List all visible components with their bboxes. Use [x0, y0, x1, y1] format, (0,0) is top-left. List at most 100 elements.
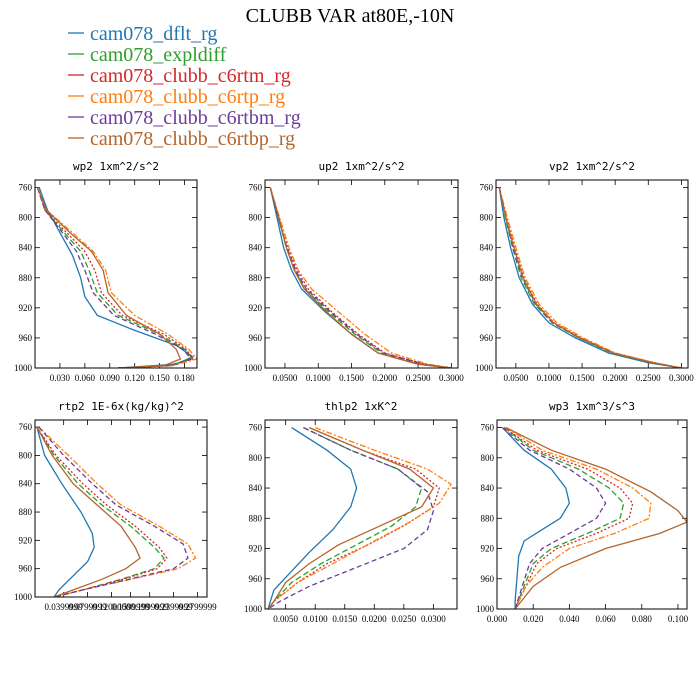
x-tick-label: 0.0399999 [45, 602, 84, 612]
y-tick-label: 800 [480, 213, 494, 223]
y-tick-label: 800 [19, 213, 33, 223]
x-tick-label: 0.0799999 [68, 602, 107, 612]
series-line-cam078_clubb_c6rtbm_rg [36, 187, 193, 368]
series-line-cam078_clubb_c6rtbm_rg [498, 187, 682, 368]
x-tick-label: 0.090 [100, 373, 121, 383]
x-tick-label: 0.0500 [503, 373, 528, 383]
panel-frame [496, 419, 688, 610]
x-tick-label: 0.0150 [332, 614, 357, 624]
x-tick-label: 0.2399999 [154, 602, 193, 612]
x-tick-label: 0.2799999 [178, 602, 217, 612]
x-tick-label: 0.120 [125, 373, 146, 383]
x-tick-label: 0.1000 [306, 373, 331, 383]
y-tick-label: 840 [19, 479, 33, 489]
panel-4: rtp2 1E-6x(kg/kg)^2 760 800 840 880 920 960 100… [14, 400, 217, 612]
panel-title: up2 1xm^2/s^2 [318, 160, 404, 173]
figure-title: CLUBB VAR at80E,-10N [246, 5, 455, 27]
series-line-cam078_clubb_c6rtbp_rg [36, 187, 182, 368]
y-tick-label: 800 [249, 213, 263, 223]
y-tick-label: 760 [481, 423, 495, 433]
panel-2: up2 1xm^2/s^2 760 800 840 880 920 960 1000 0.050… [244, 160, 464, 383]
x-tick-label: 0.2000 [603, 373, 628, 383]
x-tick-label: 0.1000 [537, 373, 562, 383]
y-tick-label: 760 [249, 183, 263, 193]
x-tick-label: 0.080 [632, 614, 653, 624]
x-tick-label: 0.0500 [273, 373, 298, 383]
series-group [501, 427, 687, 609]
panel-title: thlp2 1xK^2 [325, 400, 398, 413]
series-line-cam078_clubb_c6rtbp_rg [36, 426, 141, 597]
series-line-cam078_expldiff [503, 427, 625, 609]
x-tick-label: 0.060 [595, 614, 616, 624]
y-tick-label: 1000 [244, 363, 263, 373]
y-tick-label: 840 [19, 243, 33, 253]
y-tick-label: 840 [481, 483, 495, 493]
legend-entry: cam078_clubb_c6rtp_rg [90, 86, 285, 108]
x-tick-label: 0.2500 [406, 373, 431, 383]
series-line-cam078_clubb_c6rtp_rg [505, 427, 652, 609]
series-group [267, 426, 452, 609]
panel-frame [264, 179, 459, 369]
y-tick-label: 920 [249, 303, 263, 313]
panel-title: vp2 1xm^2/s^2 [549, 160, 635, 173]
panel-title: rtp2 1E-6x(kg/kg)^2 [58, 400, 184, 413]
y-tick-label: 960 [481, 574, 495, 584]
series-line-cam078_clubb_c6rtbp_rg [267, 427, 435, 609]
y-tick-label: 880 [19, 507, 33, 517]
series-group [36, 426, 197, 597]
x-tick-label: 0.000 [487, 614, 508, 624]
x-tick-label: 0.100 [668, 614, 689, 624]
y-tick-label: 920 [480, 303, 494, 313]
y-tick-label: 760 [19, 183, 33, 193]
series-line-cam078_expldiff [36, 187, 194, 368]
panel-title: wp3 1xm^3/s^3 [549, 400, 635, 413]
chart-panels: wp2 1xm^2/s^2 760 800 840 880 920 960 1000 0.030… [14, 160, 694, 624]
x-tick-label: 0.1500 [570, 373, 595, 383]
y-tick-label: 920 [481, 544, 495, 554]
series-line-cam078_clubb_c6rtbm_rg [501, 427, 607, 609]
x-tick-label: 0.0050 [273, 614, 298, 624]
legend-entry: cam078_clubb_c6rtm_rg [90, 65, 291, 87]
series-line-cam078_clubb_c6rtp_rg [267, 426, 452, 609]
legend-entry: cam078_clubb_c6rtbp_rg [90, 128, 295, 150]
panel-6: wp3 1xm^3/s^3 760 800 840 880 920 960 10000.000… [476, 400, 689, 624]
y-tick-label: 1000 [475, 363, 494, 373]
y-tick-label: 1000 [244, 604, 263, 614]
series-line-cam078_clubb_c6rtp_rg [36, 187, 197, 368]
y-tick-label: 800 [19, 450, 33, 460]
x-tick-label: 0.150 [149, 373, 170, 383]
series-line-cam078_dflt_rg [36, 426, 95, 597]
panel-3: vp2 1xm^2/s^2 760 800 840 880 920 960 1000 0.050… [475, 160, 694, 383]
series-line-cam078_clubb_c6rtp_rg [498, 187, 682, 368]
y-tick-label: 800 [481, 453, 495, 463]
series-line-cam078_clubb_c6rtbm_rg [267, 427, 435, 609]
panel-title: wp2 1xm^2/s^2 [73, 160, 159, 173]
x-tick-label: 0.060 [75, 373, 96, 383]
x-tick-label: 0.180 [174, 373, 195, 383]
y-tick-label: 880 [480, 273, 494, 283]
series-line-cam078_clubb_c6rtbm_rg [269, 187, 452, 368]
legend: cam078_dflt_rgcam078_expldiffcam078_club… [68, 23, 301, 150]
series-line-cam078_clubb_c6rtbp_rg [498, 187, 682, 368]
y-tick-label: 920 [19, 535, 33, 545]
series-line-cam078_clubb_c6rtp_rg [269, 187, 452, 368]
series-group [269, 187, 452, 368]
x-tick-label: 0.0250 [391, 614, 416, 624]
series-line-cam078_expldiff [36, 426, 165, 597]
x-tick-label: 0.3000 [439, 373, 464, 383]
series-line-cam078_expldiff [498, 187, 682, 368]
panel-5: thlp2 1xK^2 760 800 840 880 920 960 1000 0.0050 0… [244, 400, 458, 624]
x-tick-label: 0.040 [559, 614, 580, 624]
y-tick-label: 1000 [14, 363, 33, 373]
x-tick-label: 0.3000 [669, 373, 694, 383]
y-tick-label: 920 [19, 303, 33, 313]
x-tick-label: 0.020 [523, 614, 544, 624]
y-tick-label: 800 [249, 453, 263, 463]
y-tick-label: 1000 [476, 604, 495, 614]
y-tick-label: 960 [249, 333, 263, 343]
x-tick-label: 0.1200000 [92, 602, 131, 612]
y-tick-label: 760 [19, 422, 33, 432]
panel-frame [34, 179, 198, 369]
y-tick-label: 880 [19, 273, 33, 283]
